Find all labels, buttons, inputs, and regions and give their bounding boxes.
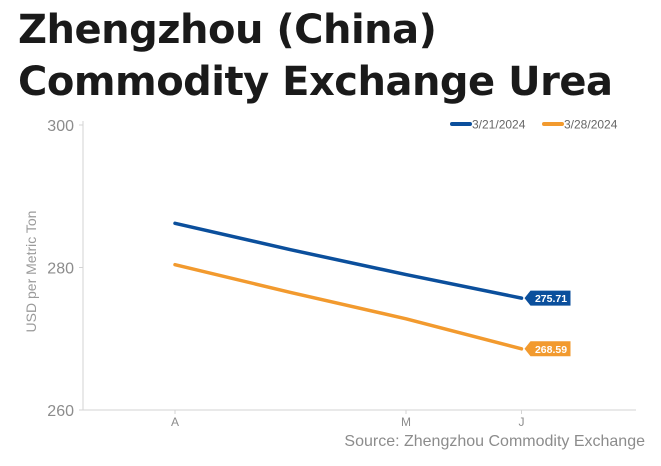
y-tick-label: 280 (47, 261, 74, 278)
x-tick-label: J (519, 415, 525, 429)
legend-entry: 3/28/2024 (564, 118, 618, 132)
x-tick-label: A (171, 415, 179, 429)
x-tick-label: M (401, 415, 411, 429)
data-label-tag (524, 341, 571, 357)
chart-title: Zhengzhou (China) Commodity Exchange Ure… (18, 7, 613, 105)
series-line (173, 221, 524, 300)
y-tick-label: 300 (47, 118, 74, 135)
data-label-tag (524, 290, 571, 306)
legend-entry: 3/21/2024 (472, 118, 526, 132)
data-label: 275.71 (535, 293, 567, 305)
series-line (173, 262, 524, 351)
y-tick-label: 260 (47, 403, 74, 420)
y-axis-label: USD per Metric Ton (23, 211, 39, 333)
data-label: 268.59 (535, 344, 567, 356)
source-note: Source: Zhengzhou Commodity Exchange (344, 433, 645, 450)
